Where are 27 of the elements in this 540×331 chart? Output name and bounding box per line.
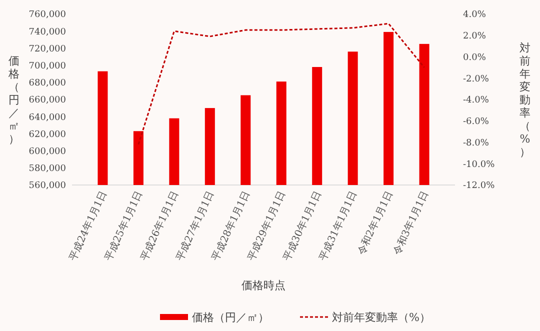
- x-tick-label: 令和2年1月1日: [355, 189, 396, 257]
- y-tick-label: 720,000: [28, 44, 66, 54]
- legend-label: 価格（円／㎡）: [192, 310, 269, 324]
- y2-tick-label: -12.0%: [463, 181, 496, 192]
- y-axis-title: 価格（円／㎡）: [8, 54, 20, 146]
- y-tick-label: 620,000: [28, 130, 66, 140]
- line-series: [138, 22, 426, 146]
- y-tick-label: 580,000: [28, 164, 66, 174]
- y-tick-label: 560,000: [28, 181, 66, 192]
- x-axis-title: 価格時点: [242, 279, 286, 292]
- y2-tick-label: -8.0%: [463, 138, 490, 148]
- text: 対前年変動率（%）: [520, 41, 530, 158]
- y-tick-label: 680,000: [28, 78, 66, 89]
- y2-tick-label: -10.0%: [463, 160, 496, 170]
- y-tick-label: 740,000: [28, 27, 66, 38]
- y2-tick-label: 2.0%: [463, 32, 486, 42]
- y2-tick-label: -4.0%: [463, 96, 490, 106]
- y-tick-label: 700,000: [28, 61, 66, 72]
- y-tick-label: 660,000: [28, 96, 66, 106]
- y2-tick-label: -2.0%: [463, 74, 490, 84]
- y2-tick-label: 0.0%: [463, 52, 486, 63]
- y-tick-label: 760,000: [28, 10, 66, 20]
- y-tick-label: 640,000: [28, 112, 66, 123]
- y2-tick-label: 4.0%: [463, 10, 486, 20]
- y-tick-label: 600,000: [28, 146, 66, 157]
- y2-tick-label: -6.0%: [463, 117, 490, 128]
- legend-label: 対前年変動率（%）: [332, 310, 430, 324]
